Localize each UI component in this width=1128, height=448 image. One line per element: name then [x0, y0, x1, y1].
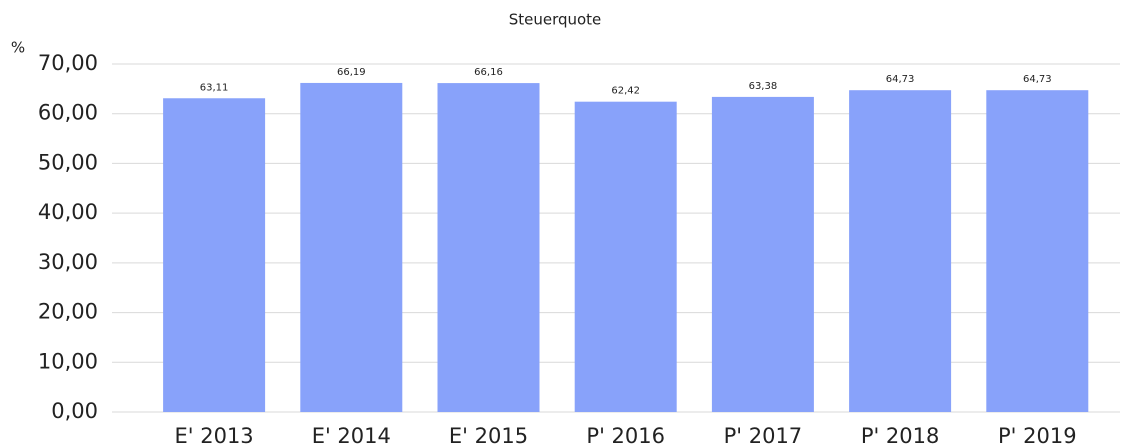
x-tick-label: E' 2014 — [312, 424, 391, 448]
y-tick-label: 20,00 — [38, 300, 98, 324]
bar — [986, 90, 1089, 412]
bar — [574, 101, 677, 413]
x-tick-label: P' 2018 — [861, 424, 940, 448]
chart-title: Steuerquote — [509, 11, 602, 29]
y-tick-label: 60,00 — [38, 101, 98, 125]
value-label: 66,19 — [337, 67, 366, 78]
y-axis-label: % — [11, 39, 25, 57]
x-tick-label: P' 2017 — [724, 424, 803, 448]
y-tick-label: 0,00 — [51, 399, 98, 423]
y-tick-label: 50,00 — [38, 150, 98, 174]
x-tick-label: P' 2019 — [998, 424, 1077, 448]
value-label: 62,42 — [611, 86, 640, 97]
bar — [849, 90, 952, 412]
y-tick-label: 70,00 — [38, 51, 98, 75]
value-label: 64,73 — [1023, 74, 1052, 85]
x-tick-label: P' 2016 — [586, 424, 665, 448]
y-tick-label: 30,00 — [38, 250, 98, 274]
x-tick-label: E' 2015 — [449, 424, 528, 448]
value-label: 66,16 — [474, 67, 503, 78]
value-label: 64,73 — [886, 74, 915, 85]
bar — [437, 83, 540, 413]
y-tick-label: 10,00 — [38, 349, 98, 373]
bar — [300, 82, 403, 413]
value-label: 63,38 — [749, 81, 778, 92]
y-tick-label: 40,00 — [38, 200, 98, 224]
bar — [711, 96, 814, 412]
bar — [163, 98, 266, 412]
value-label: 63,11 — [200, 82, 229, 93]
x-tick-label: E' 2013 — [175, 424, 254, 448]
